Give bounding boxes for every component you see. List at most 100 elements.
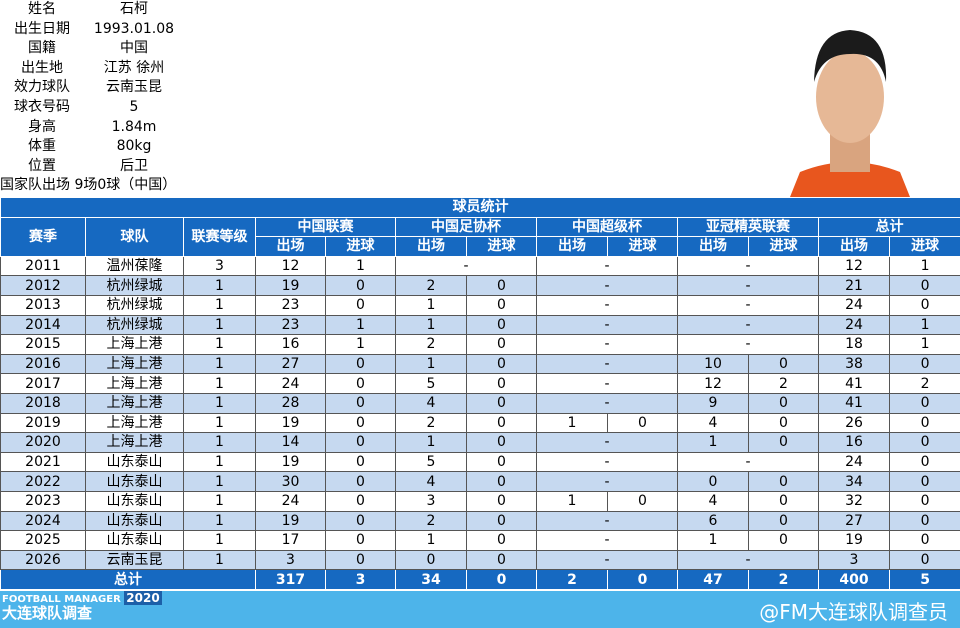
cell: 4 — [395, 471, 467, 492]
cell: 2021 — [0, 451, 86, 473]
cell: 14 — [255, 432, 326, 453]
cell: 2 — [395, 275, 467, 296]
cell: 10 — [677, 353, 749, 375]
cell: 0 — [325, 373, 396, 394]
data-row: 2025 山东泰山 1 17 0 1 0-1 0 19 0 — [0, 530, 960, 551]
cell: - — [536, 549, 678, 571]
cell: 9 — [677, 392, 749, 414]
cell: - — [536, 353, 678, 375]
data-row: 2026 云南玉昆 1 3 0 0 0- -3 0 — [0, 549, 960, 571]
cell: 0 — [325, 490, 396, 512]
cell: 上海上港 — [85, 392, 184, 414]
cell: 30 — [255, 471, 326, 492]
cell: 0 — [466, 353, 537, 375]
profile-label: 效力球队 — [14, 79, 70, 96]
cell: 16 — [818, 432, 890, 453]
profile-row: 姓名 石柯 — [0, 0, 200, 20]
subheader: 进球 — [607, 236, 678, 257]
cell: - — [677, 294, 819, 316]
cell: 0 — [888, 392, 960, 414]
profile-label: 出生日期 — [14, 20, 70, 37]
cell: 1 — [395, 314, 467, 336]
cell: 19 — [255, 510, 326, 532]
cell: 34 — [818, 471, 890, 492]
cell: 0 — [748, 530, 819, 551]
profile-label: 体重 — [28, 138, 56, 155]
cell: 0 — [748, 392, 819, 414]
cell: 1 — [183, 275, 256, 296]
profile-value: 江苏 徐州 — [103, 59, 165, 76]
cell: 19 — [255, 412, 326, 434]
profile-value: 后卫 — [120, 157, 148, 174]
cell: - — [536, 510, 678, 532]
total-cell: 5 — [888, 569, 960, 590]
cell: 0 — [466, 314, 537, 336]
cell: 1 — [325, 255, 396, 277]
cell: 24 — [818, 314, 890, 336]
data-row: 2015 上海上港 1 16 1 2 0- -18 1 — [0, 334, 960, 355]
table-title: 球员统计 — [0, 197, 960, 218]
cell: 1 — [183, 294, 256, 316]
logo-bottom: 大连球队调查 — [2, 604, 93, 622]
cell: 0 — [325, 353, 396, 375]
cell: 0 — [888, 490, 960, 512]
subheader: 出场 — [395, 236, 467, 257]
total-cell: 0 — [466, 569, 537, 590]
profile-value: 5 — [129, 98, 139, 115]
cell: 24 — [255, 373, 326, 394]
data-row: 2014 杭州绿城 1 23 1 1 0- -24 1 — [0, 314, 960, 336]
data-row: 2018 上海上港 1 28 0 4 0-9 0 41 0 — [0, 392, 960, 414]
cell: 16 — [255, 334, 326, 355]
cell: - — [677, 275, 819, 296]
total-label: 总计 — [0, 569, 256, 590]
group-header: 中国足协杯 — [395, 216, 537, 238]
data-row: 2017 上海上港 1 24 0 5 0-12 2 41 2 — [0, 373, 960, 394]
cell: 0 — [888, 275, 960, 296]
cell: 杭州绿城 — [85, 294, 184, 316]
cell: 2023 — [0, 490, 86, 512]
cell: 1 — [395, 353, 467, 375]
total-cell: 47 — [677, 569, 749, 590]
cell: 1 — [183, 392, 256, 414]
cell: 23 — [255, 314, 326, 336]
cell: 1 — [325, 334, 396, 355]
data-row: 2013 杭州绿城 1 23 0 1 0- -24 0 — [0, 294, 960, 316]
cell: 0 — [466, 471, 537, 492]
cell: 27 — [818, 510, 890, 532]
data-row: 2024 山东泰山 1 19 0 2 0-6 0 27 0 — [0, 510, 960, 532]
data-row: 2020 上海上港 1 14 0 1 0-1 0 16 0 — [0, 432, 960, 453]
profile-value: 1993.01.08 — [93, 20, 175, 37]
profile: 姓名 石柯 出生日期 1993.01.08 国籍 中国 出生地 江苏 徐州 效力球队 云南玉昆 球衣… — [0, 0, 200, 196]
cell: 2019 — [0, 412, 86, 434]
cell: - — [395, 255, 537, 277]
column-header: 球队 — [85, 216, 184, 257]
cell: - — [536, 471, 678, 492]
cell: 4 — [677, 412, 749, 434]
cell: 1 — [183, 530, 256, 551]
cell: 2015 — [0, 334, 86, 355]
profile-label: 姓名 — [28, 1, 56, 17]
cell: 2 — [748, 373, 819, 394]
cell: 0 — [325, 451, 396, 473]
player-photo — [790, 30, 910, 197]
cell: 0 — [325, 471, 396, 492]
cell: 0 — [888, 510, 960, 532]
cell: 0 — [325, 294, 396, 316]
logo-year: 2020 — [124, 591, 162, 605]
cell: 4 — [395, 392, 467, 414]
profile-row: 出生地 江苏 徐州 — [0, 59, 200, 79]
cell: 山东泰山 — [85, 510, 184, 532]
cell: 24 — [818, 294, 890, 316]
cell: 5 — [395, 451, 467, 473]
cell: - — [677, 549, 819, 571]
cell: 山东泰山 — [85, 490, 184, 512]
cell: 温州葆隆 — [85, 255, 184, 277]
data-row: 2021 山东泰山 1 19 0 5 0- -24 0 — [0, 451, 960, 473]
cell: 38 — [818, 353, 890, 375]
cell: 2 — [395, 412, 467, 434]
cell: 2017 — [0, 373, 86, 394]
cell: 0 — [888, 353, 960, 375]
subheader: 出场 — [818, 236, 890, 257]
cell: 4 — [677, 490, 749, 512]
cell: 1 — [395, 530, 467, 551]
